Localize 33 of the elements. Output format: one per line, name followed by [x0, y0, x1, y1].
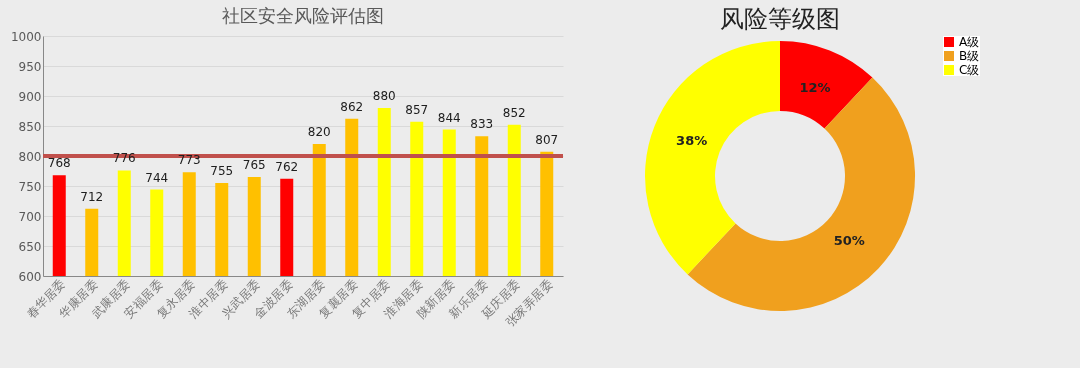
chart-title: 风险等级图: [720, 5, 840, 33]
data-label: 807: [535, 132, 559, 147]
legend-label: A级: [959, 35, 980, 49]
legend-label: B级: [959, 49, 980, 63]
data-label: 765: [242, 158, 266, 172]
data-label: 712: [80, 189, 104, 204]
data-label: 820: [307, 125, 331, 139]
data-label: 880: [372, 89, 396, 103]
data-label: 833: [470, 117, 494, 132]
legend-label: C级: [959, 63, 980, 77]
y-tick-label: 850: [18, 119, 42, 134]
data-label: 844: [437, 110, 461, 125]
y-tick-label: 750: [18, 179, 42, 194]
data-label: 768: [47, 156, 71, 171]
y-tick-label: 800: [18, 149, 42, 164]
donut-slice: [645, 41, 780, 275]
chart-title: 社区安全风险评估图: [222, 5, 384, 26]
data-label: 852: [502, 105, 526, 120]
y-tick-label: 900: [18, 89, 42, 104]
data-label: 744: [145, 170, 169, 185]
donut-slice: [780, 41, 873, 129]
data-label: 755: [210, 164, 234, 178]
y-tick-label: 650: [18, 239, 42, 254]
data-label: 12%: [799, 79, 831, 95]
y-tick-label: 1000: [10, 29, 42, 44]
y-tick-label: 600: [18, 269, 42, 284]
data-label: 38%: [676, 133, 708, 149]
data-label: 50%: [833, 233, 865, 249]
data-label: 862: [340, 99, 364, 114]
data-label: 857: [405, 102, 429, 117]
y-tick-label: 700: [18, 209, 42, 224]
data-label: 762: [275, 159, 299, 174]
y-tick-label: 950: [18, 59, 42, 74]
